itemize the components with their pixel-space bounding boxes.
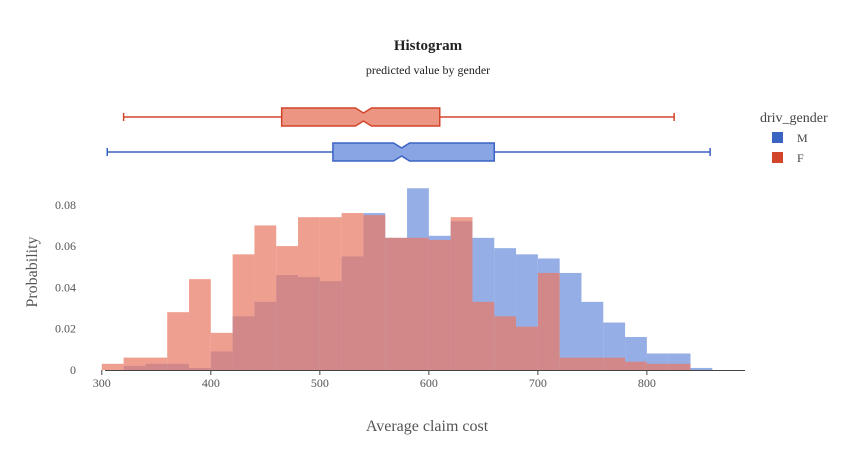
bar-f-480[interactable] xyxy=(298,217,320,370)
bar-f-680[interactable] xyxy=(516,326,538,370)
x-tick-label: 600 xyxy=(420,376,438,390)
bar-f-640[interactable] xyxy=(472,301,495,370)
bar-f-620[interactable] xyxy=(450,217,473,370)
box-body xyxy=(332,142,496,162)
chart-title: Histogram xyxy=(394,38,463,54)
bar-f-600[interactable] xyxy=(428,239,451,370)
bar-f-360[interactable] xyxy=(167,312,190,370)
legend-label-m: M xyxy=(797,131,808,145)
bar-f-320[interactable] xyxy=(123,357,146,370)
box-plot-m[interactable] xyxy=(106,142,711,162)
legend-item-f[interactable]: F xyxy=(772,151,804,165)
legend-swatch-f xyxy=(772,152,783,163)
bar-f-460[interactable] xyxy=(276,246,299,370)
series-f-bars xyxy=(101,213,691,370)
box-body xyxy=(280,107,441,127)
box-plot-f[interactable] xyxy=(122,107,675,127)
bar-m-740[interactable] xyxy=(581,301,604,370)
y-axis-title: Probability xyxy=(24,236,41,307)
bar-m-720[interactable] xyxy=(559,272,582,370)
bar-f-560[interactable] xyxy=(385,237,408,370)
x-axis-title: Average claim cost xyxy=(366,418,489,435)
x-tick-label: 700 xyxy=(529,376,547,390)
bar-f-520[interactable] xyxy=(341,213,364,370)
bar-f-540[interactable] xyxy=(363,215,386,370)
bar-f-380[interactable] xyxy=(189,279,211,370)
y-tick-label: 0 xyxy=(70,363,76,377)
chart-subtitle: predicted value by gender xyxy=(366,63,490,77)
x-tick-label: 800 xyxy=(638,376,656,390)
bar-f-720[interactable] xyxy=(559,357,582,370)
x-tick-label: 500 xyxy=(311,376,329,390)
bar-m-840[interactable] xyxy=(690,367,713,370)
y-tick-label: 0.06 xyxy=(55,239,76,253)
bar-f-660[interactable] xyxy=(494,316,517,370)
legend: driv_gender M F xyxy=(760,111,828,165)
y-tick-label: 0.04 xyxy=(55,280,76,294)
legend-title: driv_gender xyxy=(760,111,828,126)
bar-f-800[interactable] xyxy=(646,363,669,370)
legend-item-m[interactable]: M xyxy=(772,131,808,145)
bar-f-740[interactable] xyxy=(581,357,604,370)
legend-swatch-m xyxy=(772,132,783,143)
bar-f-400[interactable] xyxy=(210,332,233,370)
bar-f-300[interactable] xyxy=(101,363,124,370)
x-tick-label: 400 xyxy=(202,376,220,390)
bar-f-340[interactable] xyxy=(145,357,168,370)
bar-f-780[interactable] xyxy=(625,361,647,370)
histogram-bars xyxy=(101,188,713,370)
legend-label-f: F xyxy=(797,151,804,165)
axes: 300 400 500 600 700 800 0 0.02 0.04 0.06 0.08 xyxy=(55,198,745,390)
bar-f-700[interactable] xyxy=(537,272,560,370)
bar-f-580[interactable] xyxy=(407,237,429,370)
y-tick-label: 0.08 xyxy=(55,198,76,212)
y-tick-label: 0.02 xyxy=(55,322,76,336)
x-tick-label: 300 xyxy=(93,376,111,390)
bar-f-500[interactable] xyxy=(319,217,342,370)
bar-f-440[interactable] xyxy=(254,225,277,370)
bar-f-820[interactable] xyxy=(668,363,691,370)
bar-f-760[interactable] xyxy=(603,357,626,370)
bar-f-420[interactable] xyxy=(232,254,255,370)
box-plots xyxy=(106,107,711,162)
